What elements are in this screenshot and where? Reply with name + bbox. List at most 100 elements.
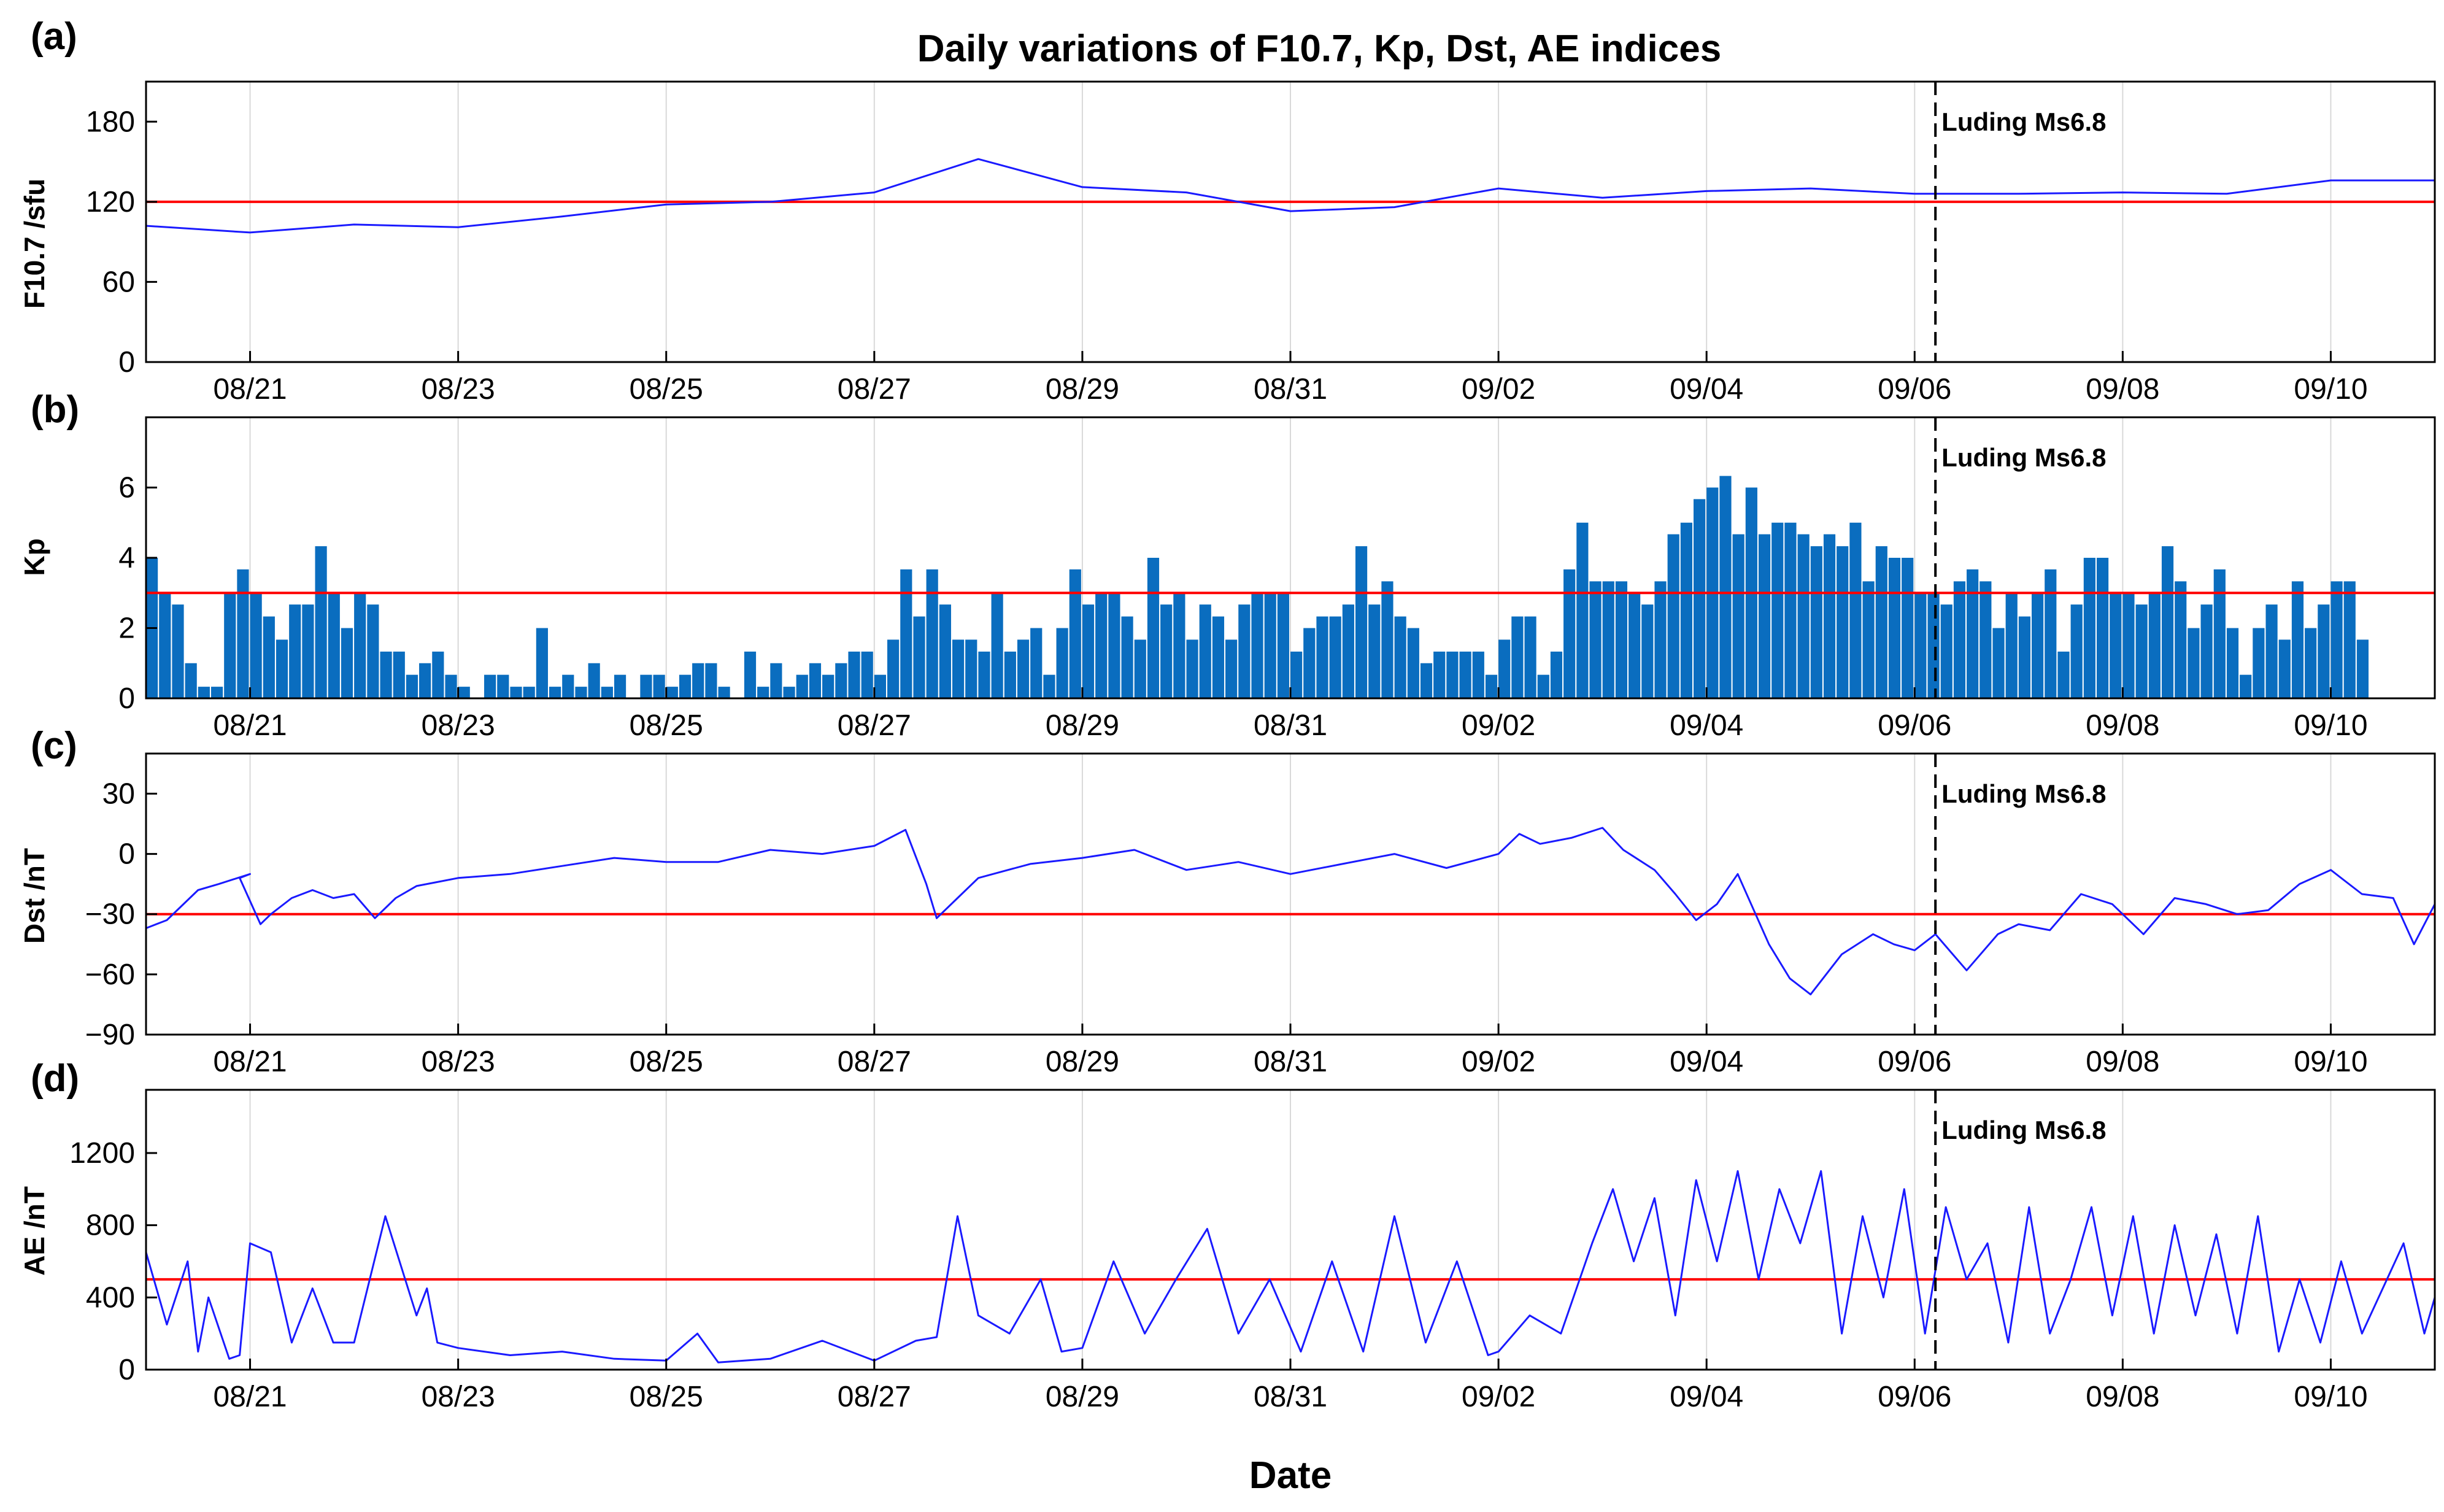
kp-bar	[796, 674, 808, 698]
kp-bar	[263, 616, 275, 698]
panel-label-b: (b)	[31, 388, 79, 431]
kp-bar	[2188, 628, 2200, 698]
series-line-d	[145, 1170, 2436, 1364]
kp-bar	[1719, 476, 1732, 698]
x-tick-label-d: 09/04	[1670, 1381, 1743, 1413]
kp-bar	[393, 651, 405, 698]
y-tick-label-d: 800	[86, 1209, 135, 1242]
x-tick-label-c: 09/04	[1670, 1046, 1743, 1078]
kp-bar	[1394, 616, 1406, 698]
panel-label-a: (a)	[31, 15, 77, 58]
kp-bar	[341, 628, 353, 698]
kp-bar	[523, 687, 535, 698]
y-tick-label-b: 4	[118, 542, 135, 574]
kp-bar	[1693, 499, 1706, 698]
x-tick-label-a: 09/02	[1462, 373, 1535, 406]
y-tick-label-c: −60	[85, 958, 135, 991]
y-tick-label-c: 0	[118, 838, 135, 871]
kp-bar	[1017, 639, 1030, 698]
kp-bar	[484, 674, 496, 698]
kp-bar	[1420, 663, 1433, 698]
kp-bar	[1082, 604, 1095, 698]
kp-bar	[913, 616, 925, 698]
kp-bar	[1108, 593, 1120, 698]
grid-a	[249, 82, 2332, 362]
kp-bar	[1069, 569, 1081, 698]
kp-bar	[1680, 522, 1692, 698]
kp-bar	[1459, 651, 1471, 698]
kp-bar	[718, 687, 730, 698]
x-tick-label-b: 09/08	[2086, 709, 2159, 742]
kp-bar	[1407, 628, 1419, 698]
kp-bar	[640, 674, 652, 698]
y-ticks-b: 0 2 4 6	[118, 472, 157, 715]
kp-bar	[1875, 546, 1887, 698]
x-tick-label-b: 08/31	[1254, 709, 1327, 742]
x-tick-label-a: 08/21	[213, 373, 287, 406]
kp-bar	[679, 674, 692, 698]
x-tick-label-b: 08/29	[1046, 709, 1119, 742]
kp-bar	[445, 674, 457, 698]
kp-bar	[2253, 628, 2265, 698]
x-tick-label-a: 08/29	[1046, 373, 1119, 406]
kp-bar	[1316, 616, 1328, 698]
kp-bar	[432, 651, 444, 698]
x-tick-label-d: 09/08	[2086, 1381, 2159, 1413]
kp-bar	[1212, 616, 1225, 698]
kp-bar	[1992, 628, 2005, 698]
kp-bar	[1979, 581, 1992, 698]
x-tick-label-a: 09/04	[1670, 373, 1743, 406]
x-tick-label-a: 09/10	[2294, 373, 2367, 406]
x-tick-label-c: 08/25	[630, 1046, 703, 1078]
kp-bar	[1641, 604, 1654, 698]
kp-bar	[1837, 546, 1849, 698]
kp-bar	[1732, 534, 1744, 698]
x-tick-label-a: 08/27	[838, 373, 911, 406]
kp-bar	[159, 593, 171, 698]
kp-bar	[1381, 581, 1394, 698]
kp-bar	[1303, 628, 1316, 698]
kp-bar	[1602, 581, 1614, 698]
series-group-a	[145, 158, 2435, 234]
kp-bar	[1160, 604, 1173, 698]
x-tick-label-d: 08/27	[838, 1381, 911, 1413]
kp-bar	[1667, 534, 1679, 698]
event-marker-c: Luding Ms6.8	[1934, 754, 2107, 1035]
panel-a: (a) F10.7 /sfu Luding Ms6.8 0 60 120 180 08…	[18, 15, 2436, 406]
y-tick-label-a: 0	[118, 346, 135, 379]
kp-bar	[2175, 581, 2187, 698]
kp-bar	[1615, 581, 1628, 698]
y-ticks-c: −90 −60 −30 0 30	[85, 777, 157, 1051]
y-tick-label-a: 120	[86, 186, 135, 218]
x-tick-label-c: 09/06	[1878, 1046, 1951, 1078]
kp-bar	[510, 687, 522, 698]
kp-bar	[1147, 558, 1160, 698]
y-tick-label-d: 1200	[69, 1137, 135, 1170]
x-tick-label-a: 08/25	[630, 373, 703, 406]
kp-bar	[744, 651, 757, 698]
kp-bar	[224, 593, 236, 698]
y-tick-label-c: −30	[85, 898, 135, 931]
x-tick-label-c: 09/02	[1462, 1046, 1535, 1078]
kp-bar	[1953, 581, 1966, 698]
kp-bar	[2148, 593, 2161, 698]
x-tick-label-c: 09/08	[2086, 1046, 2159, 1078]
kp-bar	[601, 687, 613, 698]
x-ticks-a: 08/21 08/23 08/25 08/27 08/29 08/31 09/02 09/04…	[213, 351, 2368, 406]
kp-bar	[978, 651, 990, 698]
kp-bar	[536, 628, 548, 698]
event-label-a: Luding Ms6.8	[1941, 107, 2106, 136]
kp-bar	[809, 663, 822, 698]
x-tick-label-b: 08/23	[422, 709, 495, 742]
kp-bar	[1810, 546, 1822, 698]
panel-b: (b) Kp Luding Ms6.8 0 2 4 6 08/21 08/23 08/25…	[18, 388, 2436, 742]
y-ticks-d: 0 400 800 1200	[69, 1137, 157, 1386]
kp-bar	[1550, 651, 1563, 698]
x-tick-label-c: 08/31	[1254, 1046, 1327, 1078]
kp-bar	[2291, 581, 2304, 698]
kp-bar	[2213, 569, 2226, 698]
x-tick-label-d: 08/21	[213, 1381, 287, 1413]
kp-bar	[406, 674, 418, 698]
panel-label-c: (c)	[31, 725, 77, 767]
